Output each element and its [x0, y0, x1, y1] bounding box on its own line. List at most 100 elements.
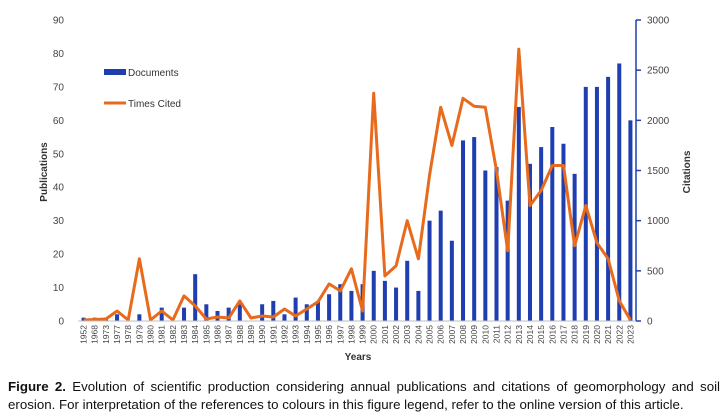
documents-bar — [382, 280, 387, 321]
x-tick-label: 1999 — [358, 325, 368, 344]
documents-bar — [438, 210, 443, 321]
x-tick-label: 2018 — [570, 325, 580, 344]
right-tick-label: 2500 — [647, 66, 670, 77]
documents-bar — [226, 307, 231, 321]
documents-bar — [271, 300, 276, 321]
documents-bar — [594, 86, 599, 321]
documents-bar — [628, 120, 633, 321]
x-tick-label: 2016 — [547, 325, 557, 344]
x-tick-label: 1968 — [90, 325, 100, 344]
x-tick-label: 2009 — [469, 325, 479, 344]
x-tick-label: 1985 — [201, 325, 211, 344]
left-tick-label: 80 — [53, 49, 65, 60]
times-cited-line-layer — [83, 47, 632, 322]
documents-bar — [394, 287, 399, 321]
x-tick-label: 1995 — [313, 325, 323, 344]
documents-bar — [583, 86, 588, 321]
caption-text: Evolution of scientific production consi… — [8, 379, 720, 412]
left-tick-label: 30 — [53, 216, 65, 227]
right-tick-label: 2000 — [647, 116, 670, 127]
documents-bar — [550, 127, 555, 322]
right-tick-label: 3000 — [647, 16, 670, 27]
documents-bar — [293, 297, 298, 321]
documents-bar — [483, 170, 488, 321]
x-tick-label: 1993 — [291, 325, 301, 344]
left-axis-title: Publications — [39, 142, 50, 202]
x-tick-label: 2004 — [413, 325, 423, 344]
x-tick-label: 1994 — [302, 325, 312, 344]
x-tick-label: 1998 — [346, 325, 356, 344]
x-tick-label: 2011 — [492, 325, 502, 344]
documents-bar — [539, 147, 544, 321]
x-tick-label: 2014 — [525, 325, 535, 344]
documents-bar — [137, 314, 142, 321]
documents-bar — [405, 260, 410, 321]
dual-axis-chart: 0 10 20 30 40 50 60 70 80 90 0 500 1000 1500 2000 2500… — [39, 16, 693, 364]
caption-lead: Figure 2. — [8, 379, 66, 394]
documents-bar — [516, 106, 521, 321]
x-tick-label: 2008 — [458, 325, 468, 344]
left-tick-label: 90 — [53, 16, 65, 27]
documents-bar — [315, 300, 320, 321]
documents-bar — [204, 304, 209, 321]
documents-bar — [115, 314, 120, 321]
x-tick-label: 2020 — [592, 325, 602, 344]
x-tick-label: 2003 — [402, 325, 412, 344]
documents-bar — [561, 143, 566, 321]
documents-bar — [617, 63, 622, 321]
x-axis: 1952 1968 1973 1977 1978 1979 1980 1981 1982 1983… — [78, 320, 636, 344]
x-tick-label: 1997 — [335, 325, 345, 344]
x-tick-label: 2015 — [536, 325, 546, 344]
x-axis-title: Years — [345, 352, 372, 363]
documents-bar — [461, 140, 466, 321]
x-tick-label: 2002 — [391, 325, 401, 344]
left-tick-label: 70 — [53, 82, 65, 93]
x-tick-label: 2010 — [480, 325, 490, 344]
x-tick-label: 1979 — [134, 325, 144, 344]
legend-times-cited-label: Times Cited — [128, 99, 181, 110]
x-tick-label: 1952 — [79, 325, 89, 344]
x-tick-label: 2006 — [436, 325, 446, 344]
x-tick-label: 1990 — [257, 325, 267, 344]
documents-bar — [260, 304, 265, 321]
x-tick-label: 1980 — [146, 325, 156, 344]
documents-bars — [81, 63, 633, 322]
x-tick-label: 1982 — [168, 325, 178, 344]
x-tick-label: 1989 — [246, 325, 256, 344]
x-tick-label: 2012 — [503, 325, 513, 344]
left-tick-label: 20 — [53, 250, 65, 261]
left-tick-label: 50 — [53, 149, 65, 160]
x-tick-label: 2007 — [447, 325, 457, 344]
x-tick-label: 2001 — [380, 325, 390, 344]
left-tick-label: 10 — [53, 283, 65, 294]
times-cited-line — [83, 47, 632, 322]
x-tick-label: 2019 — [581, 325, 591, 344]
x-tick-label: 1991 — [268, 325, 278, 344]
documents-bar — [159, 307, 164, 321]
x-tick-label: 1996 — [324, 325, 334, 344]
documents-bar — [182, 307, 187, 321]
right-tick-label: 0 — [647, 317, 653, 328]
documents-bar — [327, 294, 332, 321]
x-tick-label: 1992 — [279, 325, 289, 344]
legend-documents-swatch — [104, 69, 126, 75]
x-tick-label: 2005 — [425, 325, 435, 344]
x-tick-label: 1984 — [190, 325, 200, 344]
x-tick-label: 1981 — [157, 325, 167, 344]
documents-bar — [572, 173, 577, 321]
documents-bar — [427, 220, 432, 321]
x-tick-label: 2017 — [558, 325, 568, 344]
x-tick-label: 1983 — [179, 325, 189, 344]
right-tick-label: 1500 — [647, 166, 670, 177]
x-tick-label: 2023 — [625, 325, 635, 344]
legend: Documents Times Cited — [104, 68, 181, 110]
x-tick-label: 2022 — [614, 325, 624, 344]
legend-documents-label: Documents — [128, 68, 179, 79]
documents-bar — [349, 290, 354, 321]
documents-bar — [416, 290, 421, 321]
x-tick-label: 1986 — [213, 325, 223, 344]
documents-bar — [304, 304, 309, 321]
left-tick-label: 40 — [53, 183, 65, 194]
x-tick-label: 2000 — [369, 325, 379, 344]
documents-bar — [338, 284, 343, 321]
